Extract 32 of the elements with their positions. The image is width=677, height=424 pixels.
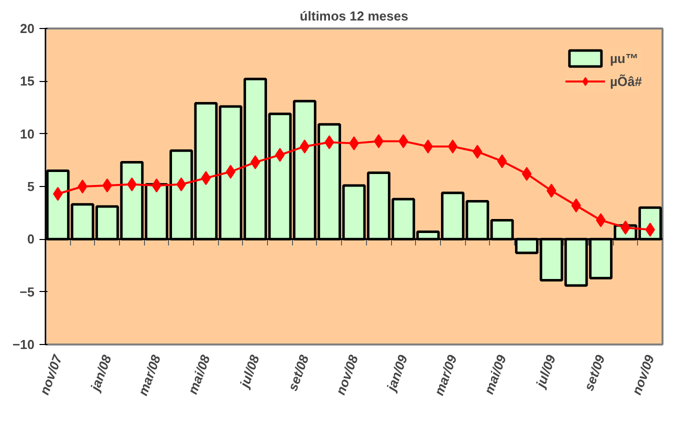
point xyxy=(448,139,458,154)
x-tick-label: mar/09 xyxy=(431,352,460,398)
x-tick-label: mai/09 xyxy=(481,352,510,396)
x-tick-label: mai/08 xyxy=(185,352,214,396)
y-tick-label: 0 xyxy=(27,232,35,247)
point xyxy=(250,155,260,170)
y-tick-label: −10 xyxy=(12,337,35,352)
point xyxy=(522,166,532,181)
x-tick-label: set/08 xyxy=(284,352,312,393)
point xyxy=(176,177,186,192)
y-tick-label: 10 xyxy=(20,126,35,142)
x-tick-label: jan/09 xyxy=(383,352,411,395)
x-tick-label: jan/08 xyxy=(86,352,115,395)
point xyxy=(324,135,334,150)
point xyxy=(374,134,384,148)
chart-title: últimos 12 meses xyxy=(300,8,408,24)
x-tick-label: nov/07 xyxy=(36,352,66,397)
legend-label: µu™ xyxy=(610,50,638,66)
y-tick-label: 15 xyxy=(20,74,35,89)
y-tick-label: 20 xyxy=(20,21,35,36)
x-tick-label: mar/08 xyxy=(135,352,164,398)
y-tick-label: 5 xyxy=(27,179,35,194)
y-tick-label: −5 xyxy=(20,284,35,300)
x-tick-label: set/09 xyxy=(581,352,608,393)
point xyxy=(78,180,88,194)
x-tick-label: nov/09 xyxy=(629,352,658,397)
x-tick-label: jul/09 xyxy=(532,352,559,392)
x-tick-label: nov/08 xyxy=(332,352,362,397)
point xyxy=(596,213,606,228)
legend-label: µÕâ# xyxy=(610,74,642,88)
x-tick-label: jul/08 xyxy=(236,352,263,392)
point xyxy=(102,178,112,192)
